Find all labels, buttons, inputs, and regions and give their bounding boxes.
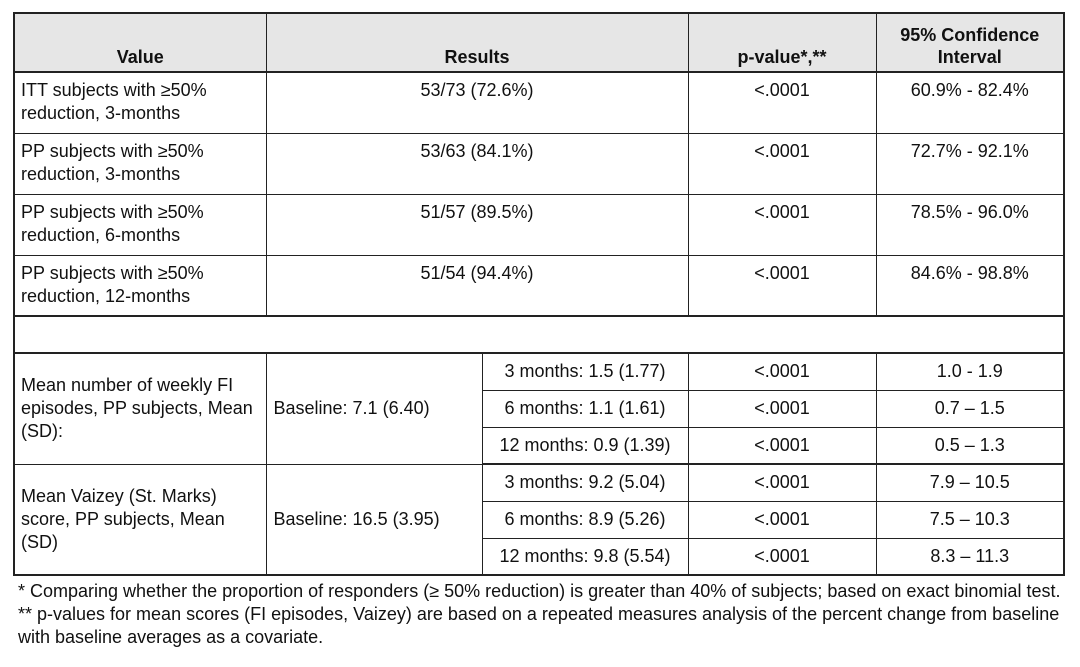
fi-ci-6m: 0.7 – 1.5 [875, 389, 1065, 428]
vaizey-pvalue-3m: <.0001 [687, 463, 877, 502]
header-ci-line1: 95% Confidence [900, 25, 1040, 45]
row-result: 53/73 (72.6%) [265, 71, 689, 134]
row-label: PP subjects with ≥50% reduction, 12-mont… [13, 254, 267, 317]
spacer-row [13, 315, 1065, 354]
header-ci-line2: Interval [937, 47, 1002, 67]
table-row: PP subjects with ≥50% reduction, 12-mont… [13, 254, 1065, 317]
fi-group-label: Mean number of weekly FI episodes, PP su… [13, 352, 267, 465]
vaizey-ci-6m: 7.5 – 10.3 [875, 500, 1065, 539]
spacer-cell [13, 315, 1065, 354]
table-row: 6 months: 1.1 (1.61) <.0001 0.7 – 1.5 [14, 389, 1065, 428]
fi-pvalue-6m: <.0001 [687, 389, 877, 428]
row-label: PP subjects with ≥50% reduction, 3-month… [13, 132, 267, 195]
vaizey-time-12m: 12 months: 9.8 (5.54) [481, 537, 689, 576]
row-ci: 72.7% - 92.1% [875, 132, 1065, 195]
vaizey-pvalue-6m: <.0001 [687, 500, 877, 539]
fi-time-12m: 12 months: 0.9 (1.39) [481, 426, 689, 465]
table-row: 12 months: 0.9 (1.39) <.0001 0.5 – 1.3 [14, 426, 1065, 465]
fi-pvalue-3m: <.0001 [687, 352, 877, 391]
fi-time-3m: 3 months: 1.5 (1.77) [481, 352, 689, 391]
row-pvalue: <.0001 [687, 193, 877, 256]
header-row: Value Results p-value*,** 95% Confidence… [13, 12, 1065, 73]
table-row: ITT subjects with ≥50% reduction, 3-mont… [13, 71, 1065, 134]
vaizey-time-6m: 6 months: 8.9 (5.26) [481, 500, 689, 539]
footnote: * Comparing whether the proportion of re… [18, 581, 1061, 647]
fi-pvalue-12m: <.0001 [687, 426, 877, 465]
header-ci: 95% Confidence Interval [875, 12, 1065, 73]
row-label: PP subjects with ≥50% reduction, 6-month… [13, 193, 267, 256]
table-row: PP subjects with ≥50% reduction, 3-month… [13, 132, 1065, 195]
row-ci: 84.6% - 98.8% [875, 254, 1065, 317]
table-row: 12 months: 9.8 (5.54) <.0001 8.3 – 11.3 [14, 537, 1065, 576]
table-row: Mean number of weekly FI episodes, PP su… [13, 352, 1065, 465]
row-result: 51/54 (94.4%) [265, 254, 689, 317]
fi-time-6m: 6 months: 1.1 (1.61) [481, 389, 689, 428]
row-pvalue: <.0001 [687, 254, 877, 317]
row-result: 53/63 (84.1%) [265, 132, 689, 195]
row-ci: 60.9% - 82.4% [875, 71, 1065, 134]
header-results: Results [265, 12, 689, 73]
row-pvalue: <.0001 [687, 71, 877, 134]
row-pvalue: <.0001 [687, 132, 877, 195]
table-row: 6 months: 8.9 (5.26) <.0001 7.5 – 10.3 [14, 500, 1065, 539]
vaizey-group-label: Mean Vaizey (St. Marks) score, PP subjec… [13, 463, 267, 576]
fi-baseline: Baseline: 7.1 (6.40) [265, 352, 483, 465]
header-pvalue: p-value*,** [687, 12, 877, 73]
row-result: 51/57 (89.5%) [265, 193, 689, 256]
vaizey-pvalue-12m: <.0001 [687, 537, 877, 576]
vaizey-baseline: Baseline: 16.5 (3.95) [265, 463, 483, 576]
row-label: ITT subjects with ≥50% reduction, 3-mont… [13, 71, 267, 134]
fi-ci-12m: 0.5 – 1.3 [875, 426, 1065, 465]
table-row: Mean Vaizey (St. Marks) score, PP subjec… [13, 463, 1065, 576]
vaizey-ci-3m: 7.9 – 10.5 [875, 463, 1065, 502]
table-row: PP subjects with ≥50% reduction, 6-month… [13, 193, 1065, 256]
vaizey-ci-12m: 8.3 – 11.3 [875, 537, 1065, 576]
header-value: Value [13, 12, 267, 73]
results-table: Value Results p-value*,** 95% Confidence… [13, 12, 1065, 576]
row-ci: 78.5% - 96.0% [875, 193, 1065, 256]
vaizey-time-3m: 3 months: 9.2 (5.04) [481, 463, 689, 502]
fi-ci-3m: 1.0 - 1.9 [875, 352, 1065, 391]
